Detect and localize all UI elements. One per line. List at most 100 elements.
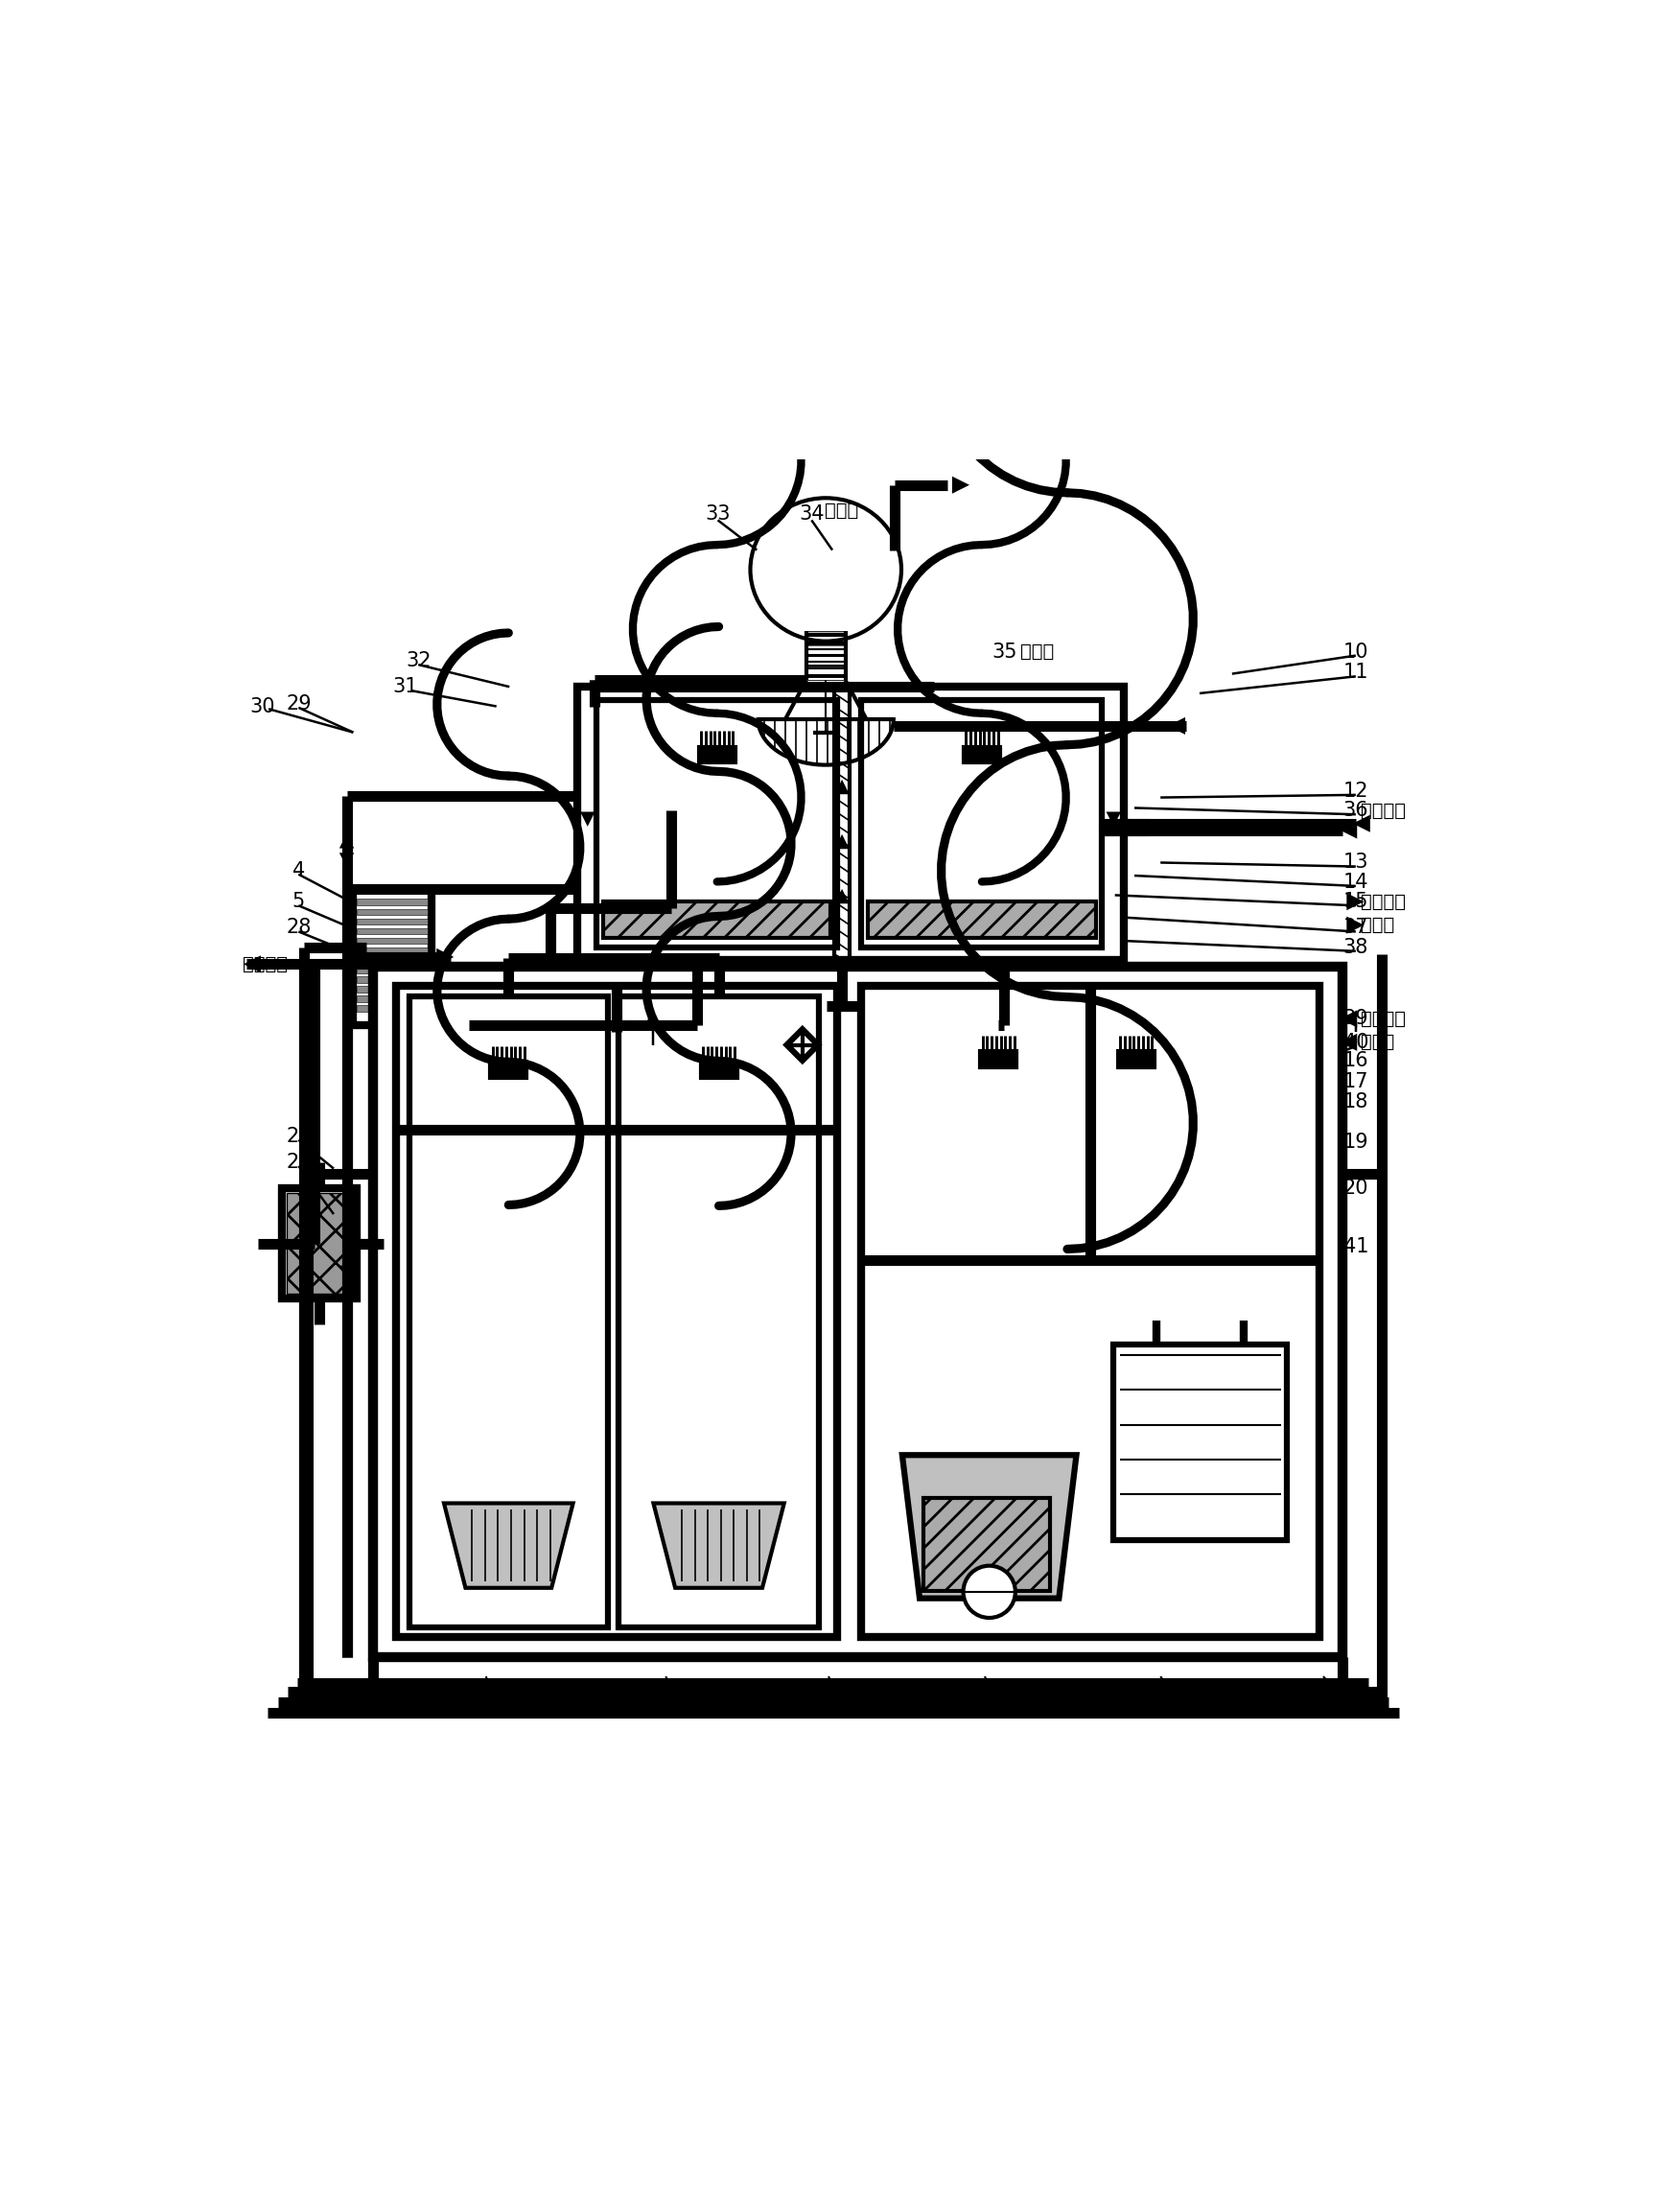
Bar <box>410 996 608 1627</box>
Bar <box>806 631 845 681</box>
Bar <box>979 1051 1016 1066</box>
Polygon shape <box>341 837 351 846</box>
Bar <box>603 901 832 939</box>
Bar <box>373 967 1342 1657</box>
Bar <box>358 928 427 934</box>
Text: 冷却水出: 冷却水出 <box>242 956 287 974</box>
Text: 6: 6 <box>491 1699 502 1719</box>
Polygon shape <box>341 1266 351 1277</box>
Polygon shape <box>583 813 593 824</box>
Text: 36: 36 <box>1342 800 1369 820</box>
Bar <box>578 686 1124 961</box>
Polygon shape <box>837 892 847 903</box>
Bar <box>862 699 1102 947</box>
Polygon shape <box>837 837 847 848</box>
Text: 23: 23 <box>991 1699 1016 1719</box>
Polygon shape <box>954 479 966 492</box>
Text: 9: 9 <box>647 1015 659 1035</box>
Bar <box>396 987 838 1638</box>
Circle shape <box>963 1565 1015 1618</box>
Text: 30: 30 <box>249 697 276 717</box>
Bar <box>358 996 427 1002</box>
Text: 20: 20 <box>1342 1178 1369 1198</box>
Polygon shape <box>1342 824 1356 837</box>
Bar <box>1117 1051 1154 1066</box>
Text: 21: 21 <box>1342 1699 1369 1719</box>
Text: 4: 4 <box>292 862 304 879</box>
Text: 11: 11 <box>1342 664 1369 681</box>
Polygon shape <box>1347 895 1361 908</box>
Polygon shape <box>1356 818 1369 831</box>
Polygon shape <box>1347 919 1361 932</box>
Bar <box>358 976 427 983</box>
Text: 17: 17 <box>1342 1073 1369 1090</box>
Polygon shape <box>761 719 890 763</box>
Polygon shape <box>1342 1013 1356 1024</box>
Text: 37: 37 <box>1342 919 1369 936</box>
Text: 22: 22 <box>1174 1699 1200 1719</box>
Bar <box>287 1194 351 1295</box>
Bar <box>358 987 427 993</box>
Ellipse shape <box>751 499 902 642</box>
Text: 余热水进: 余热水进 <box>1361 802 1406 820</box>
Bar <box>701 1062 738 1077</box>
Text: 39: 39 <box>1342 1009 1369 1029</box>
Polygon shape <box>1342 1035 1356 1048</box>
Bar <box>491 1062 528 1077</box>
Bar <box>1114 1345 1287 1539</box>
Text: 16: 16 <box>1342 1051 1369 1070</box>
Text: 38: 38 <box>1342 939 1369 956</box>
Bar <box>358 919 427 925</box>
Polygon shape <box>444 1503 573 1587</box>
Text: 32: 32 <box>405 651 432 670</box>
Text: 蒸汽出: 蒸汽出 <box>825 501 858 521</box>
Text: 29: 29 <box>286 695 311 714</box>
Text: 28: 28 <box>286 919 311 936</box>
Bar <box>358 899 427 906</box>
Bar <box>618 996 820 1627</box>
Text: 冷却水进: 冷却水进 <box>1361 1009 1406 1029</box>
Text: 26: 26 <box>286 1152 311 1172</box>
Bar <box>860 987 1319 1638</box>
Bar <box>358 939 427 945</box>
Text: 19: 19 <box>1342 1132 1369 1152</box>
Text: 12: 12 <box>1342 780 1369 800</box>
Polygon shape <box>902 1455 1077 1598</box>
Bar <box>353 888 432 1024</box>
Bar <box>964 747 1000 763</box>
Text: 补水进: 补水进 <box>1020 642 1053 662</box>
Bar <box>358 956 427 963</box>
Text: 40: 40 <box>1342 1033 1369 1053</box>
Polygon shape <box>837 782 847 793</box>
Text: 33: 33 <box>706 503 731 523</box>
Polygon shape <box>438 950 450 963</box>
Polygon shape <box>341 855 351 864</box>
Text: 27: 27 <box>286 1125 311 1145</box>
Text: 35: 35 <box>991 642 1016 662</box>
Text: 24: 24 <box>835 1699 860 1719</box>
Text: 冷水进: 冷水进 <box>1361 1033 1394 1051</box>
Text: 5: 5 <box>292 892 304 912</box>
Bar <box>869 901 1095 939</box>
Bar <box>699 747 736 763</box>
Bar <box>596 699 837 947</box>
Text: 余热水出: 余热水出 <box>1361 892 1406 910</box>
Polygon shape <box>786 1029 818 1059</box>
Text: 13: 13 <box>1342 853 1369 873</box>
Polygon shape <box>654 1503 785 1587</box>
Text: 15: 15 <box>1342 892 1369 912</box>
Polygon shape <box>247 958 259 972</box>
Bar <box>358 1004 427 1011</box>
Bar <box>924 1499 1050 1591</box>
Text: 10: 10 <box>1342 642 1369 662</box>
Text: 14: 14 <box>1342 873 1369 892</box>
Bar <box>358 947 427 954</box>
Text: 31: 31 <box>393 677 418 697</box>
Text: 25: 25 <box>672 1699 697 1719</box>
Text: 18: 18 <box>1342 1092 1369 1112</box>
Text: 冷水出: 冷水出 <box>1361 917 1394 934</box>
Polygon shape <box>1109 813 1119 824</box>
Bar <box>358 967 427 974</box>
Polygon shape <box>1171 719 1184 732</box>
Bar <box>358 908 427 914</box>
